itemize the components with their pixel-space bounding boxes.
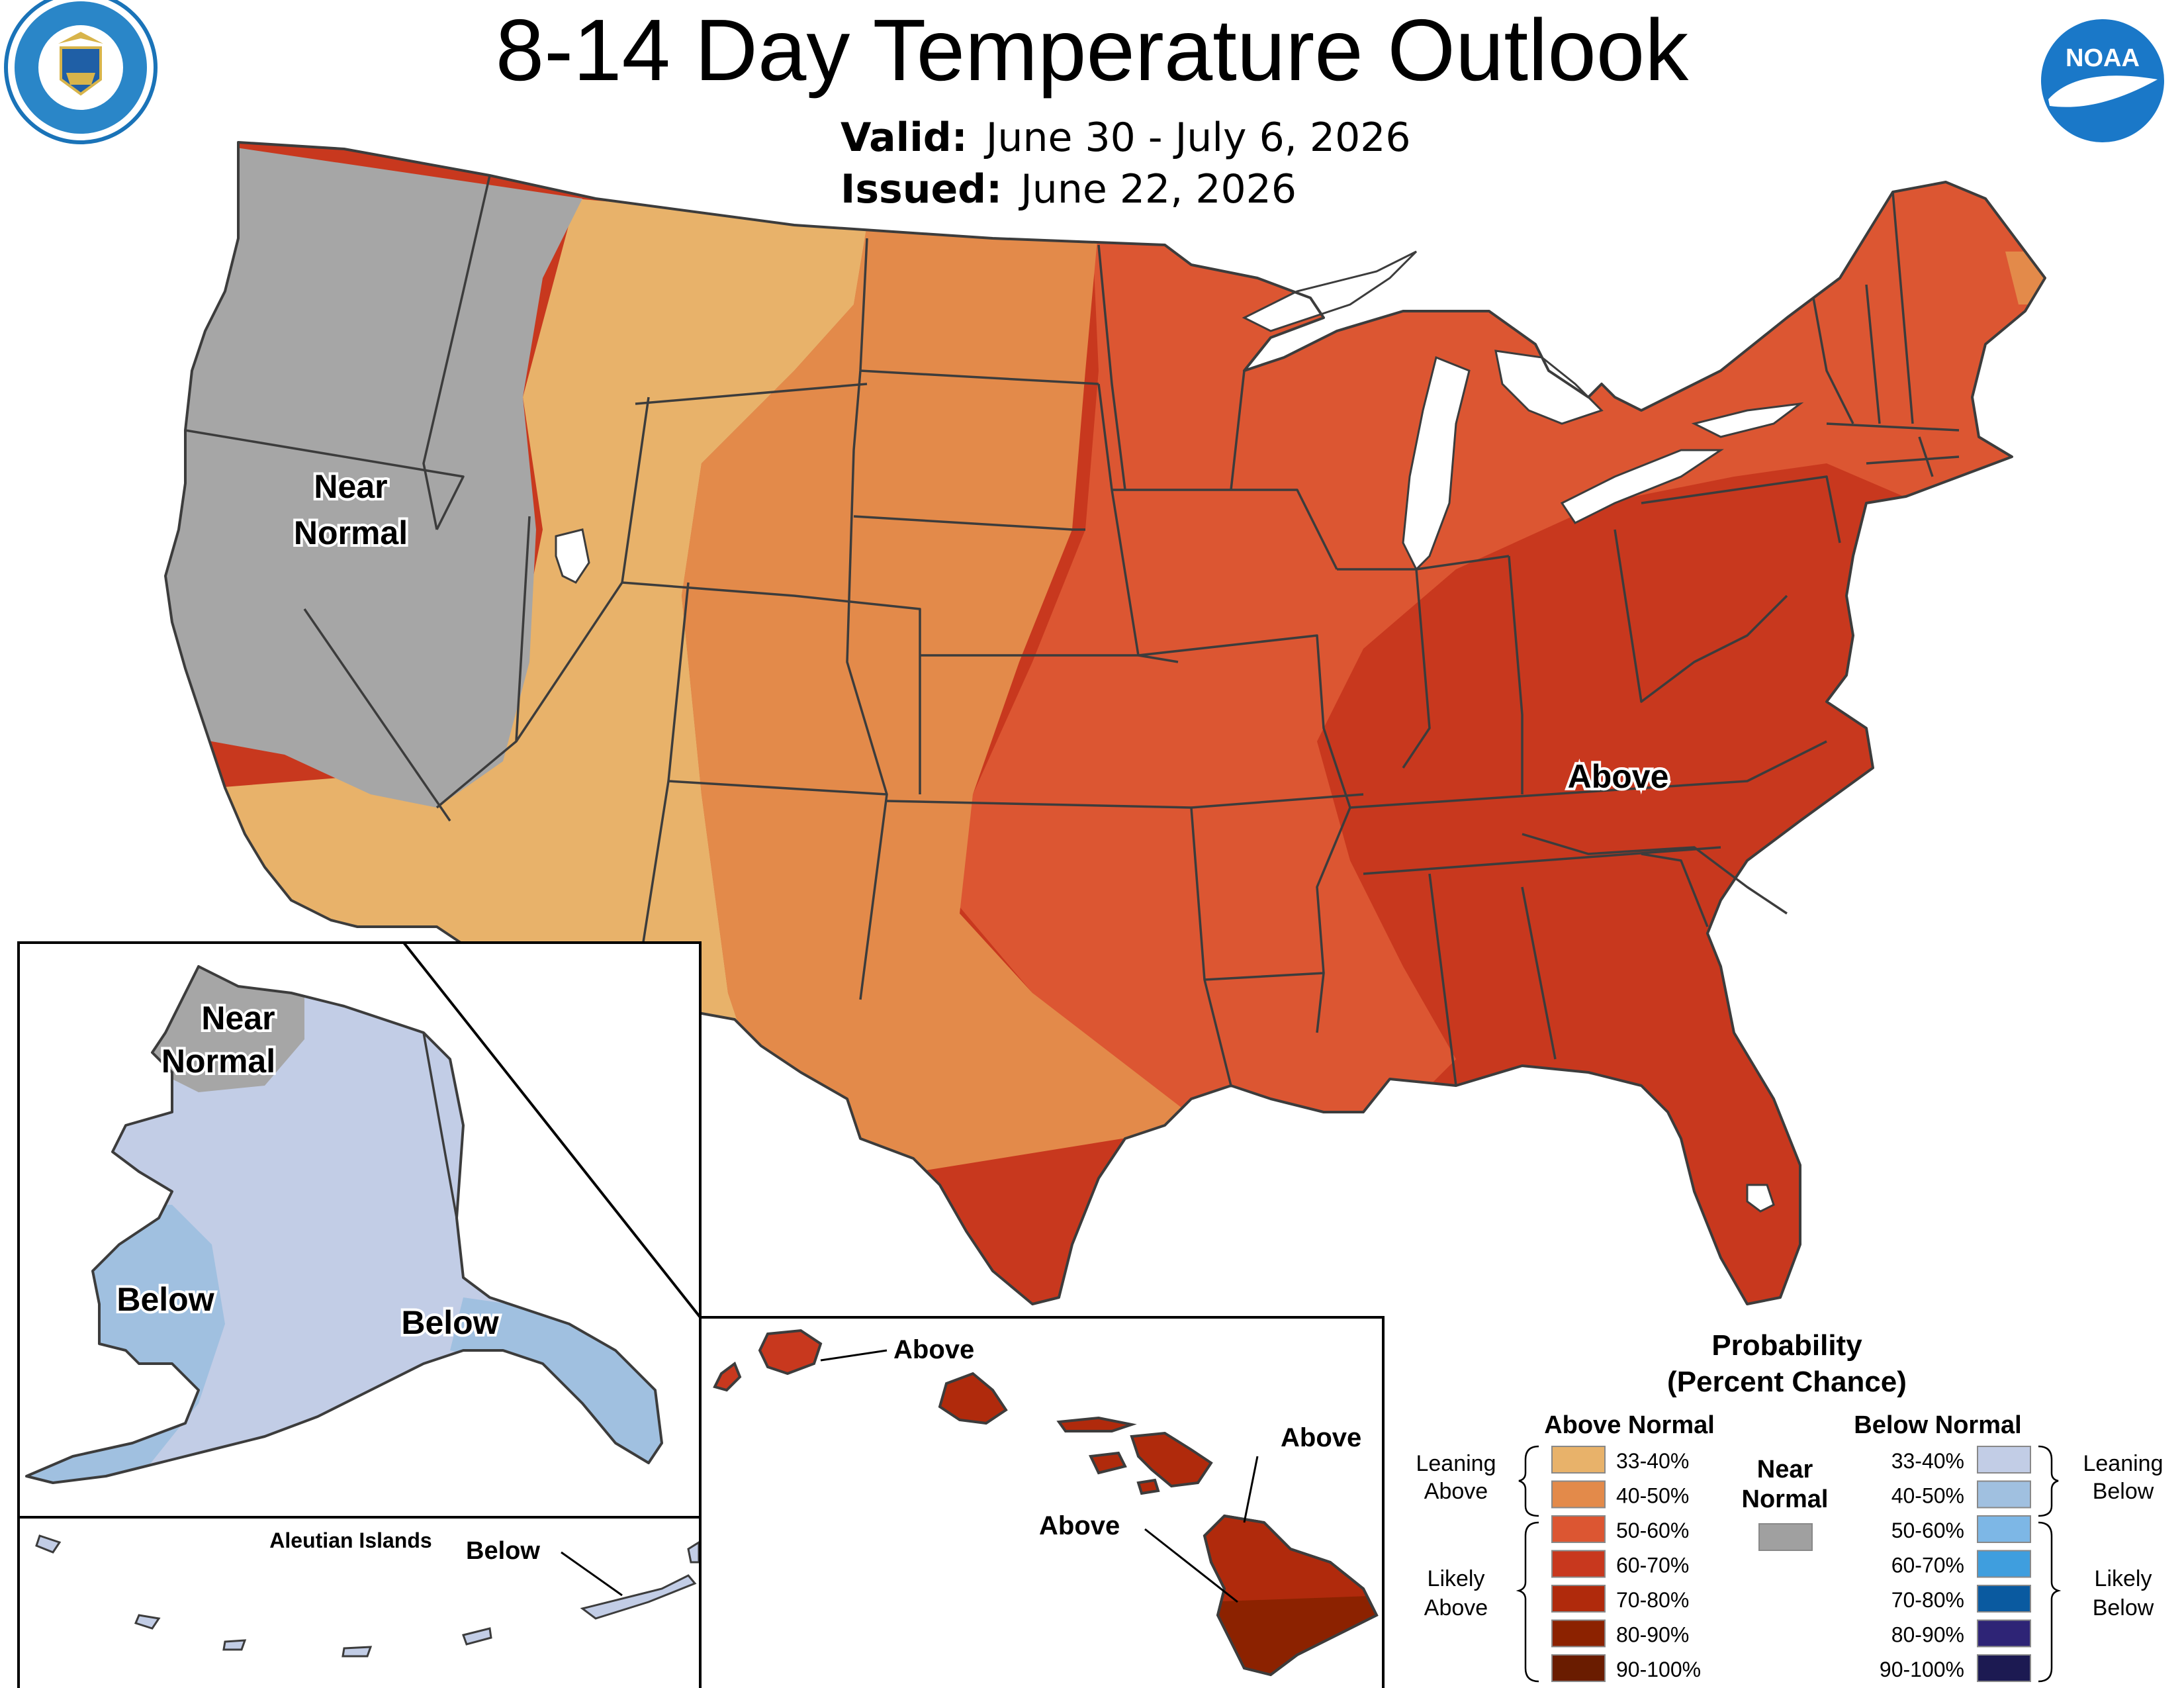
issued-line: Issued: June 22, 2026 <box>841 169 1297 209</box>
noaa-logo: NOAA <box>2041 19 2164 142</box>
alaska-label-below-west: Below <box>116 1281 214 1318</box>
maui-island <box>1130 1431 1213 1488</box>
legend-near-normal-swatch <box>1758 1523 1813 1551</box>
legend-below-label-1: 40-50% <box>1891 1484 1964 1508</box>
legend-below-swatch-1 <box>1977 1480 2031 1509</box>
hawaii-label-kauai: Above <box>893 1335 974 1364</box>
legend-above-swatches: 33-40% 40-50% 50-60% 60-70% 70-80% 80-90% 90-1… <box>1551 1446 1701 1682</box>
legend-below-header: Below Normal <box>1854 1411 2021 1439</box>
issued-label: Issued: <box>841 166 1003 212</box>
conus-label-near-normal-line1: Near <box>314 468 387 505</box>
legend-below-label-2: 50-60% <box>1891 1519 1964 1542</box>
legend-above-label-6: 90-100% <box>1616 1658 1701 1681</box>
legend-leaning-above-line2: Above <box>1424 1479 1488 1504</box>
legend-below-swatch-6 <box>1977 1654 2031 1682</box>
alaska-label-near-normal-line1: Near <box>201 1000 275 1037</box>
legend-below-label-0: 33-40% <box>1891 1449 1964 1473</box>
page-title: 8-14 Day Temperature Outlook <box>495 1 1689 99</box>
alaska-label-near-normal-line2: Normal <box>161 1043 275 1080</box>
legend-below-swatch-5 <box>1977 1619 2031 1648</box>
legend-above-label-1: 40-50% <box>1616 1484 1689 1508</box>
legend-title-line2: (Percent Chance) <box>1667 1366 1907 1398</box>
legend-above-swatch-6 <box>1551 1654 1606 1682</box>
hawaii-inset: Above Above Above <box>699 1316 1385 1688</box>
legend-below-swatch-0 <box>1977 1446 2031 1474</box>
legend-near-header-line2: Normal <box>1742 1485 1829 1513</box>
legend-below-swatches: 33-40% 40-50% 50-60% 60-70% 70-80% 80-90% 90-1… <box>1880 1446 2031 1682</box>
conus-label-near-normal-line2: Normal <box>294 514 408 551</box>
issued-value: June 22, 2026 <box>1021 166 1297 212</box>
department-of-commerce-seal <box>4 0 158 144</box>
valid-value: June 30 - July 6, 2026 <box>985 115 1411 161</box>
zone-above-50-60 <box>960 172 2045 1125</box>
legend-below-swatch-4 <box>1977 1585 2031 1613</box>
valid-label: Valid: <box>841 115 968 161</box>
legend-above-swatch-1 <box>1551 1480 1606 1509</box>
legend-below-swatch-2 <box>1977 1515 2031 1543</box>
legend-above-swatch-2 <box>1551 1515 1606 1543</box>
legend-likely-below-line1: Likely <box>2095 1566 2152 1591</box>
legend-likely-above-line2: Above <box>1424 1595 1488 1620</box>
aleutian-inset: Aleutian Islands Below <box>17 1516 702 1688</box>
hawaii-label-maui: Above <box>1281 1423 1361 1452</box>
legend-above-swatch-4 <box>1551 1585 1606 1613</box>
legend-leaning-above-line1: Leaning <box>1416 1451 1496 1476</box>
legend-title-line1: Probability <box>1711 1329 1862 1362</box>
legend-below-swatch-3 <box>1977 1550 2031 1578</box>
legend-above-label-4: 70-80% <box>1616 1588 1689 1612</box>
legend-above-label-2: 50-60% <box>1616 1519 1689 1542</box>
legend-below-label-5: 80-90% <box>1891 1623 1964 1647</box>
valid-line: Valid: June 30 - July 6, 2026 <box>841 118 1411 158</box>
great-lakes <box>1242 250 1804 571</box>
alaska-label-below-southeast: Below <box>401 1304 498 1341</box>
legend-above-label-0: 33-40% <box>1616 1449 1689 1473</box>
legend-likely-below-line2: Below <box>2093 1595 2154 1620</box>
legend-below-label-4: 70-80% <box>1891 1588 1964 1612</box>
state-boundaries <box>185 175 1960 1086</box>
legend-likely-above-line1: Likely <box>1428 1566 1485 1591</box>
legend-above-swatch-0 <box>1551 1446 1606 1474</box>
legend-near-header-line1: Near <box>1757 1456 1813 1483</box>
legend-below-label-6: 90-100% <box>1880 1658 1964 1681</box>
legend-above-swatch-5 <box>1551 1619 1606 1648</box>
legend-above-label-5: 80-90% <box>1616 1623 1689 1647</box>
alaska-inset: Near Normal Below Below <box>17 941 702 1519</box>
legend-below-label-3: 60-70% <box>1891 1554 1964 1577</box>
zone-above-40-50 <box>682 225 1205 1192</box>
legend-leaning-below-line2: Below <box>2093 1479 2154 1504</box>
legend-above-label-3: 60-70% <box>1616 1554 1689 1577</box>
conus-label-above: Above <box>1568 758 1669 795</box>
oahu-island <box>938 1372 1008 1425</box>
legend-above-swatch-3 <box>1551 1550 1606 1578</box>
aleutian-label-below: Below <box>466 1537 540 1565</box>
legend-leaning-below-line1: Leaning <box>2083 1451 2163 1476</box>
hawaii-label-big-island: Above <box>1039 1511 1120 1540</box>
zone-near-normal <box>165 142 582 808</box>
legend: Probability (Percent Chance) Above Norma… <box>1416 1329 2163 1683</box>
aleutian-title: Aleutian Islands <box>269 1528 432 1552</box>
noaa-logo-text: NOAA <box>2066 44 2140 72</box>
kauai-island <box>758 1329 823 1376</box>
legend-above-header: Above Normal <box>1544 1411 1715 1439</box>
